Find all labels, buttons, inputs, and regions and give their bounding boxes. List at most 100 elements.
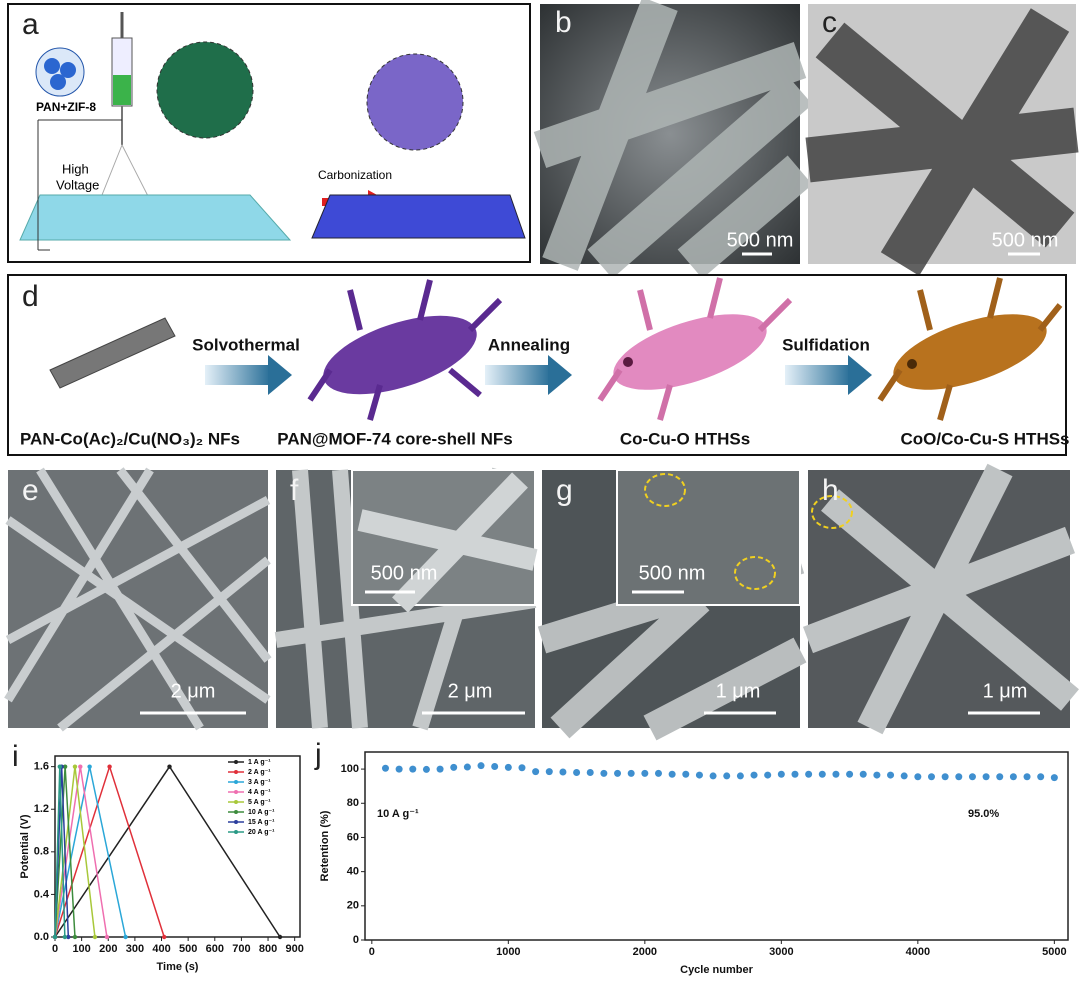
legend-marker (234, 800, 238, 804)
point (873, 771, 881, 779)
x-tick-label: 0 (369, 946, 375, 958)
scale-bar-label: 2 μm (448, 680, 493, 702)
fiber (274, 467, 537, 731)
point (450, 763, 458, 771)
point (92, 934, 98, 940)
x-tick-label: 5000 (1042, 946, 1066, 958)
sample-text: PAN+ZIF-8 (36, 100, 96, 114)
panel-g: g 500 nm 1 μm (537, 469, 807, 741)
x-tick-label: 600 (206, 943, 224, 955)
point (1009, 773, 1017, 781)
panel-label: d (22, 280, 39, 313)
panel-c: c 500 nm (805, 4, 1079, 276)
point (805, 770, 813, 778)
product-text: CoO/Co-Cu-S HTHSs (900, 429, 1069, 448)
plot-frame (364, 751, 1069, 941)
point (914, 773, 922, 781)
zif-particle (44, 58, 60, 74)
zif-particle (50, 74, 66, 90)
point (968, 773, 976, 781)
point (573, 769, 581, 777)
legend-label: 1 A g⁻¹ (248, 759, 271, 766)
legend-marker (234, 780, 238, 784)
fiber (357, 472, 538, 613)
y-tick-label: 1.6 (34, 761, 49, 773)
point (668, 770, 676, 778)
point (57, 764, 62, 769)
y-tick-label: 0.4 (34, 888, 50, 900)
point (381, 764, 389, 772)
panel-label: e (22, 474, 39, 507)
mat (19, 194, 292, 241)
point (709, 772, 717, 780)
x-tick-label: 800 (259, 943, 277, 955)
legend-marker (234, 810, 238, 814)
point (846, 770, 854, 778)
highlight (811, 495, 853, 529)
point (491, 763, 499, 771)
point (600, 769, 608, 777)
sulfide-structure (877, 277, 1063, 421)
point (955, 773, 963, 781)
panel-label: c (822, 6, 837, 39)
scale-bar-label: 500 nm (371, 562, 438, 584)
x-tick-label: 1000 (496, 946, 520, 958)
panel-d: d Solvothermal Annealing Sulfidation PAN… (7, 274, 1070, 456)
step-text: Carbonization (318, 168, 392, 182)
point (518, 764, 526, 772)
panel-label: f (290, 474, 299, 507)
point (545, 768, 553, 776)
point (72, 934, 78, 940)
panel-b: b 500 nm (533, 0, 813, 279)
fiber (803, 463, 1079, 735)
point (87, 764, 92, 769)
y-tick-label: 0.0 (34, 931, 49, 943)
highlight (734, 556, 776, 590)
fiber (4, 467, 272, 732)
point (641, 769, 649, 777)
point (682, 770, 690, 778)
point (504, 763, 512, 771)
point (395, 765, 403, 773)
point (104, 934, 110, 940)
point (791, 770, 799, 778)
solution (113, 75, 131, 105)
legend-label: 20 A g⁻¹ (248, 829, 275, 836)
legend-marker (234, 820, 238, 824)
point (941, 773, 949, 781)
point (436, 765, 444, 773)
point (409, 765, 417, 773)
y-tick-label: 1.2 (34, 803, 49, 815)
point (764, 771, 772, 779)
point (654, 769, 662, 777)
core-shell (307, 279, 503, 421)
point (777, 770, 785, 778)
point (723, 772, 731, 780)
arrow (205, 365, 270, 385)
x-axis-label: Time (s) (157, 961, 199, 973)
legend-marker (234, 830, 238, 834)
panel-f: f 500 nm 2 μm (274, 467, 538, 731)
point (52, 934, 58, 940)
point (62, 934, 68, 940)
inset (616, 469, 801, 606)
point (107, 764, 112, 769)
legend-label: 3 A g⁻¹ (248, 779, 271, 786)
legend-marker (234, 790, 238, 794)
step-text: Annealing (488, 335, 570, 354)
step-text: Solvothermal (192, 335, 300, 354)
y-axis-label: Retention (%) (319, 810, 331, 881)
point (614, 769, 622, 777)
point (477, 762, 485, 770)
y-tick-label: 100 (341, 763, 359, 775)
point (818, 770, 826, 778)
x-tick-label: 300 (126, 943, 144, 955)
y-tick-label: 60 (347, 831, 359, 843)
point (1037, 773, 1045, 781)
fiber (805, 8, 1079, 276)
scale-bar-label: 1 μm (716, 680, 761, 702)
point (586, 769, 594, 777)
legend-marker (234, 770, 238, 774)
x-tick-label: 400 (152, 943, 170, 955)
y-tick-label: 40 (347, 866, 359, 878)
